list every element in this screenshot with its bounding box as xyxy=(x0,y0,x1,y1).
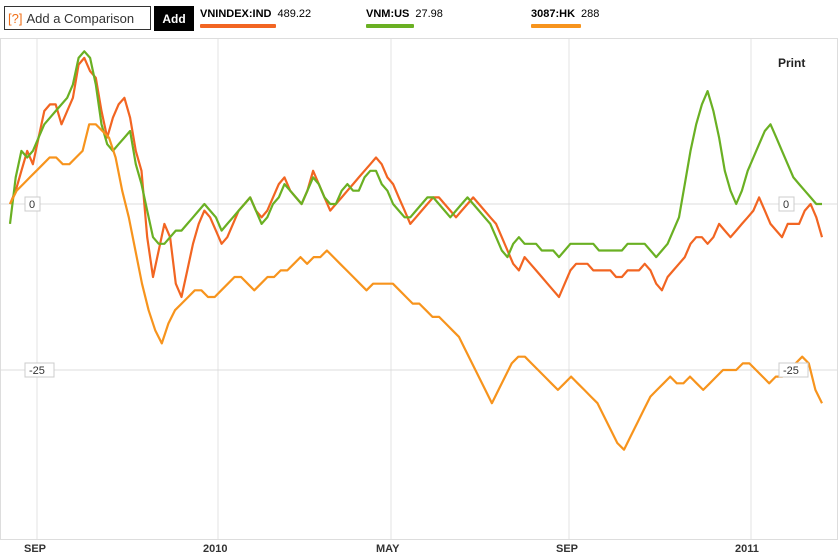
legend-ticker: VNINDEX:IND xyxy=(200,8,272,20)
x-tick-label: 2011 xyxy=(735,543,759,555)
series-line-3 xyxy=(9,123,823,451)
y-tick-box-right xyxy=(778,362,809,378)
legend-swatch-vnm xyxy=(366,24,414,28)
x-tick-label: SEP xyxy=(24,543,46,555)
series-line-1 xyxy=(8,56,824,299)
legend-price: 27.98 xyxy=(415,8,443,20)
legend-item-3087hk[interactable]: 3087:HK 288 xyxy=(531,8,599,20)
legend-ticker: VNM:US xyxy=(366,8,410,20)
legend-item-vnm[interactable]: VNM:US 27.98 xyxy=(366,8,443,20)
plot-frame xyxy=(0,38,838,540)
help-icon[interactable]: [?] xyxy=(8,10,23,26)
y-tick-box-left xyxy=(24,362,55,378)
y-tick-label-right: -25 xyxy=(783,365,799,377)
y-tick-box-right xyxy=(778,196,795,212)
y-tick-label-right: 0 xyxy=(783,199,789,211)
y-tick-label-left: -25 xyxy=(29,365,45,377)
add-button[interactable]: Add xyxy=(154,6,194,31)
y-tick-label-left: 0 xyxy=(29,199,35,211)
x-tick-label: SEP xyxy=(556,543,578,555)
legend-item-vnindex[interactable]: VNINDEX:IND 489.22 xyxy=(200,8,311,20)
y-tick-box-left xyxy=(24,196,41,212)
add-comparison-placeholder: Add a Comparison xyxy=(26,10,135,26)
legend-swatch-3087hk xyxy=(531,24,581,28)
toolbar: [?] Add a Comparison Add VNINDEX:IND 489.… xyxy=(0,0,838,36)
print-link[interactable]: Print xyxy=(778,56,806,70)
x-tick-label: MAY xyxy=(376,543,400,555)
series-line-2 xyxy=(8,50,822,259)
legend-ticker: 3087:HK xyxy=(531,8,576,20)
legend-swatch-vnindex xyxy=(200,24,276,28)
x-tick-label: 2010 xyxy=(203,543,227,555)
legend-price: 288 xyxy=(581,8,600,20)
legend-price: 489.22 xyxy=(277,8,312,20)
add-comparison-input[interactable]: [?] Add a Comparison xyxy=(4,6,151,30)
